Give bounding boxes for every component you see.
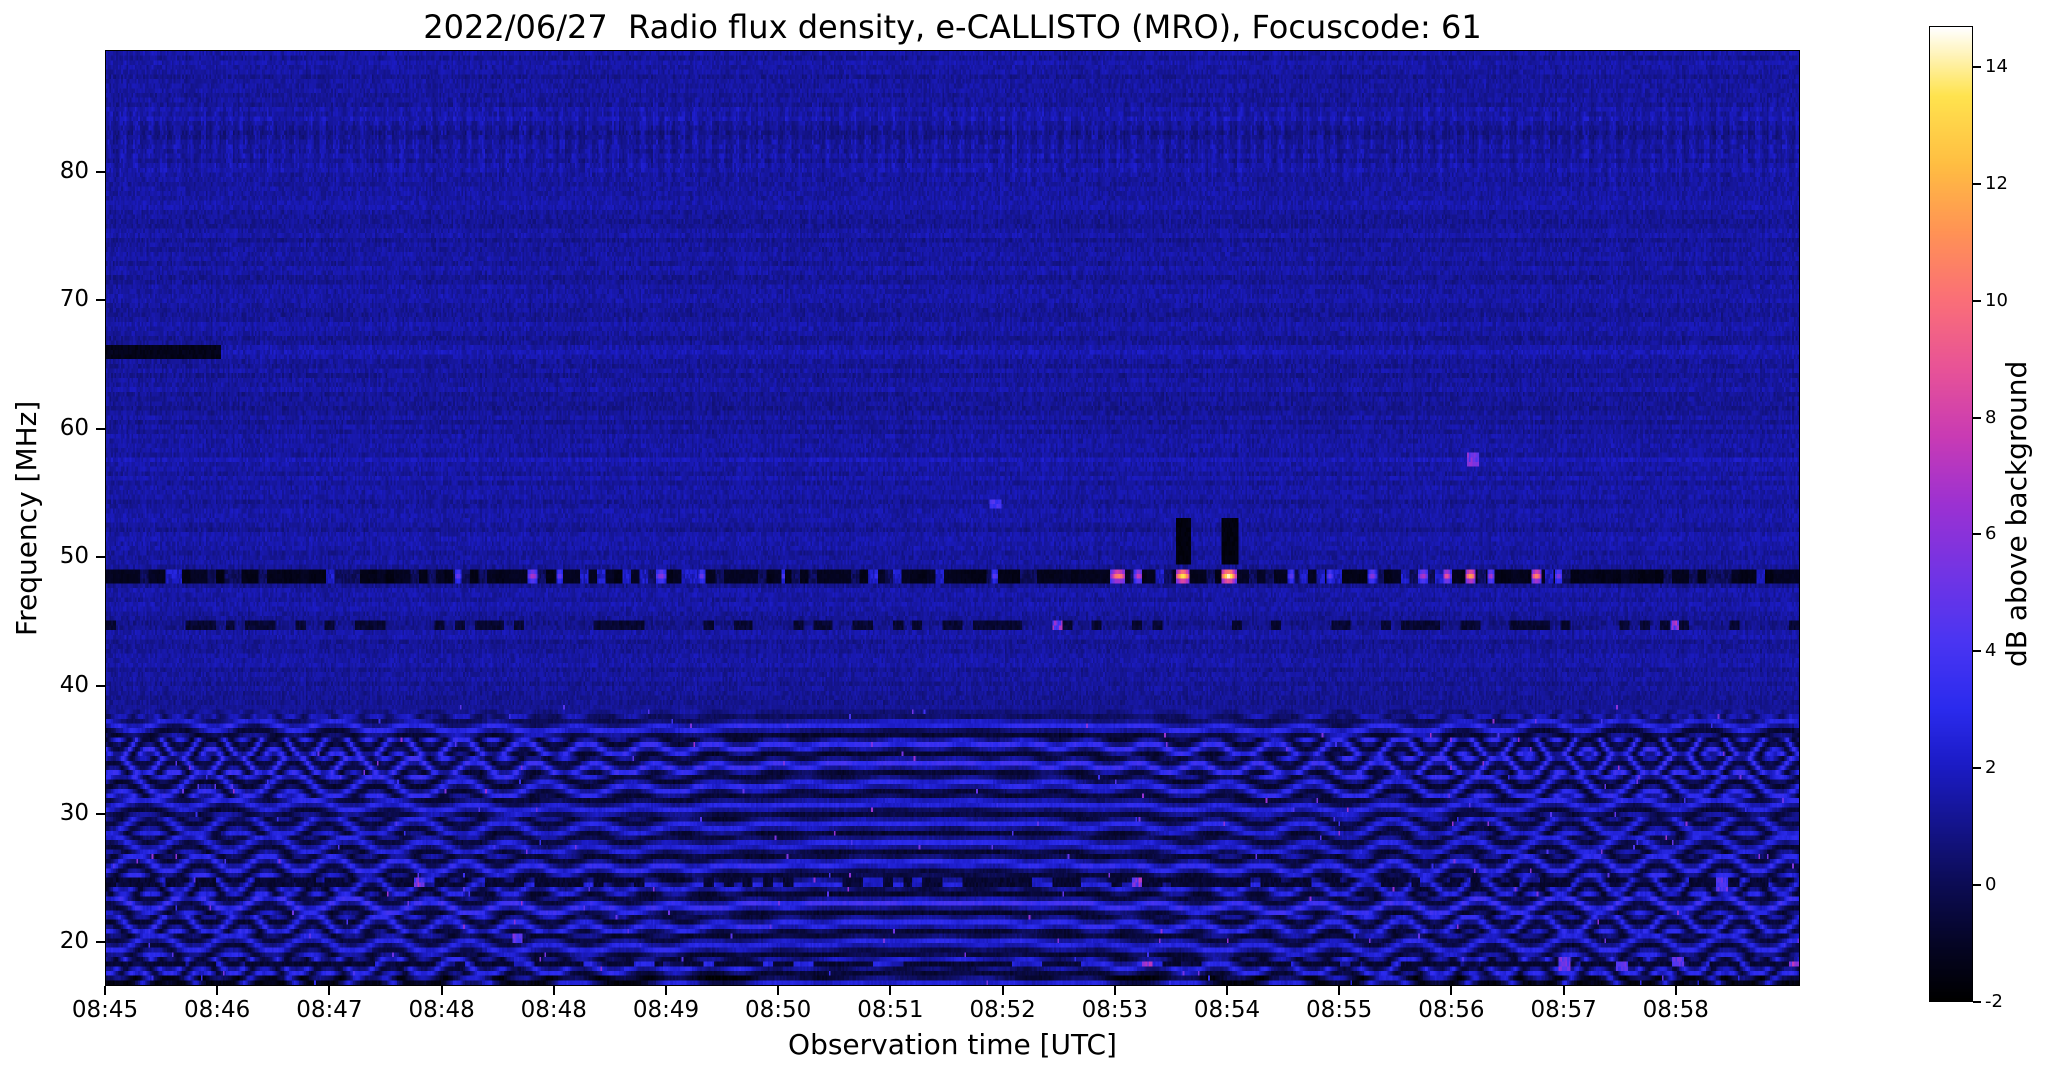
x-tick-mark	[1674, 986, 1677, 995]
colorbar-tick-mark	[1973, 650, 1981, 653]
plot-area	[105, 50, 1800, 986]
x-tick-mark	[328, 986, 331, 995]
colorbar-tick-label: 8	[1985, 406, 1997, 428]
x-tick-label: 08:55	[1306, 997, 1373, 1023]
colorbar-canvas	[1930, 27, 1972, 1001]
x-tick-mark	[552, 986, 555, 995]
x-tick-label: 08:45	[71, 997, 139, 1023]
colorbar-tick-mark	[1973, 884, 1981, 887]
x-tick-mark	[1226, 986, 1228, 995]
colorbar-tick-label: -2	[1985, 991, 2003, 1012]
y-tick-label: 60	[59, 414, 89, 441]
y-tick-label: 70	[59, 286, 89, 313]
y-tick-label: 80	[59, 157, 89, 184]
spectrogram-canvas	[106, 51, 1799, 985]
y-tick-label: 40	[59, 671, 89, 698]
x-tick-mark	[665, 986, 667, 995]
colorbar-tick-label: 12	[1985, 172, 2008, 194]
y-tick-mark	[96, 812, 105, 815]
colorbar-tick-mark	[1973, 1001, 1981, 1003]
y-tick-label: 30	[59, 799, 89, 826]
x-tick-label: 08:49	[632, 997, 700, 1023]
colorbar-tick-mark	[1973, 65, 1981, 68]
chart-title: 2022/06/27 Radio flux density, e-CALLIST…	[423, 8, 1482, 46]
y-tick-mark	[96, 684, 105, 687]
colorbar-tick-mark	[1973, 416, 1981, 419]
colorbar-tick-mark	[1973, 299, 1981, 302]
y-tick-label: 20	[59, 928, 89, 955]
x-tick-label: 08:56	[1418, 997, 1485, 1023]
y-tick-mark	[96, 427, 105, 430]
y-tick-mark	[96, 941, 105, 944]
y-tick-label: 50	[59, 543, 89, 570]
x-tick-label: 08:53	[1081, 997, 1148, 1023]
x-tick-mark	[777, 986, 780, 995]
x-tick-mark	[1001, 986, 1004, 995]
x-tick-label: 08:52	[969, 997, 1036, 1023]
x-tick-label: 08:47	[296, 997, 363, 1023]
colorbar-tick-label: 10	[1985, 289, 2008, 311]
y-axis-label: Frequency [MHz]	[10, 400, 43, 636]
x-tick-mark	[889, 986, 892, 995]
x-tick-mark	[1450, 986, 1453, 995]
x-tick-label: 08:57	[1530, 997, 1597, 1023]
x-tick-mark	[1562, 986, 1565, 995]
x-tick-label: 08:50	[745, 997, 812, 1023]
y-tick-mark	[96, 556, 105, 559]
x-tick-label: 08:54	[1193, 997, 1261, 1023]
colorbar-tick-label: 4	[1985, 640, 1997, 662]
colorbar-tick-mark	[1973, 182, 1981, 185]
x-tick-mark	[216, 986, 219, 995]
x-tick-label: 08:51	[857, 997, 924, 1023]
x-tick-label: 08:46	[184, 997, 251, 1023]
x-tick-mark	[1338, 986, 1341, 995]
x-tick-label: 08:48	[520, 997, 587, 1023]
x-tick-label: 08:48	[408, 997, 475, 1023]
x-tick-mark	[104, 986, 106, 995]
colorbar-tick-label: 14	[1985, 55, 2008, 77]
colorbar	[1929, 26, 1973, 1002]
y-tick-mark	[96, 299, 105, 302]
y-tick-mark	[96, 170, 105, 173]
x-tick-mark	[440, 986, 443, 995]
colorbar-tick-mark	[1973, 533, 1981, 536]
x-axis-label: Observation time [UTC]	[788, 1028, 1117, 1061]
colorbar-tick-label: 0	[1985, 874, 1997, 896]
colorbar-tick-label: 2	[1985, 757, 1997, 779]
x-tick-mark	[1113, 986, 1116, 995]
colorbar-tick-label: 6	[1985, 523, 1997, 545]
colorbar-tick-mark	[1973, 767, 1981, 770]
x-tick-label: 08:58	[1642, 997, 1709, 1023]
